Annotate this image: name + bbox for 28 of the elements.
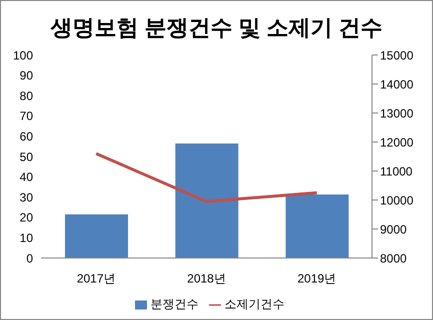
y-tick-label: 30 <box>20 190 34 204</box>
y2-tick-label: 9000 <box>380 222 408 236</box>
bar <box>65 214 128 258</box>
bar <box>286 194 349 258</box>
bar <box>175 144 238 258</box>
y-tick-label: 10 <box>20 230 34 245</box>
y2-tick-label: 13000 <box>380 106 414 120</box>
x-tick-label: 2017년 <box>76 272 116 286</box>
y-tick-label: 50 <box>20 150 34 164</box>
y-tick-label: 20 <box>20 210 34 225</box>
chart-title: 생명보험 분쟁건수 및 소제기 건수 <box>49 14 384 42</box>
y-tick-label: 100 <box>12 48 34 62</box>
y2-tick-label: 8000 <box>380 251 408 266</box>
y2-tick-label: 10000 <box>380 193 414 208</box>
x-tick-label: 2018년 <box>187 272 226 286</box>
legend-label: 소제기건수 <box>224 297 284 311</box>
y-tick-label: 80 <box>20 88 34 103</box>
y-tick-label: 90 <box>20 68 34 83</box>
y2-tick-label: 14000 <box>380 77 414 92</box>
y2-tick-label: 15000 <box>380 48 414 62</box>
legend-label: 분쟁건수 <box>150 297 198 311</box>
y2-tick-label: 12000 <box>380 135 414 150</box>
y-tick-label: 60 <box>20 129 34 144</box>
y2-tick-label: 11000 <box>380 164 413 178</box>
y-tick-label: 70 <box>20 109 34 124</box>
y-tick-label: 0 <box>26 251 34 266</box>
y-tick-label: 40 <box>20 170 34 184</box>
x-tick-label: 2019년 <box>297 272 336 286</box>
